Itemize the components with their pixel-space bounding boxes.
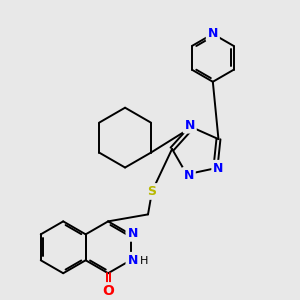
Text: N: N: [208, 27, 218, 40]
Text: N: N: [128, 254, 138, 267]
Text: N: N: [128, 227, 138, 240]
Text: N: N: [184, 119, 195, 132]
Text: S: S: [148, 185, 157, 198]
Text: H: H: [140, 256, 149, 266]
Text: N: N: [184, 169, 194, 182]
Text: O: O: [102, 284, 114, 298]
Text: N: N: [213, 162, 224, 175]
